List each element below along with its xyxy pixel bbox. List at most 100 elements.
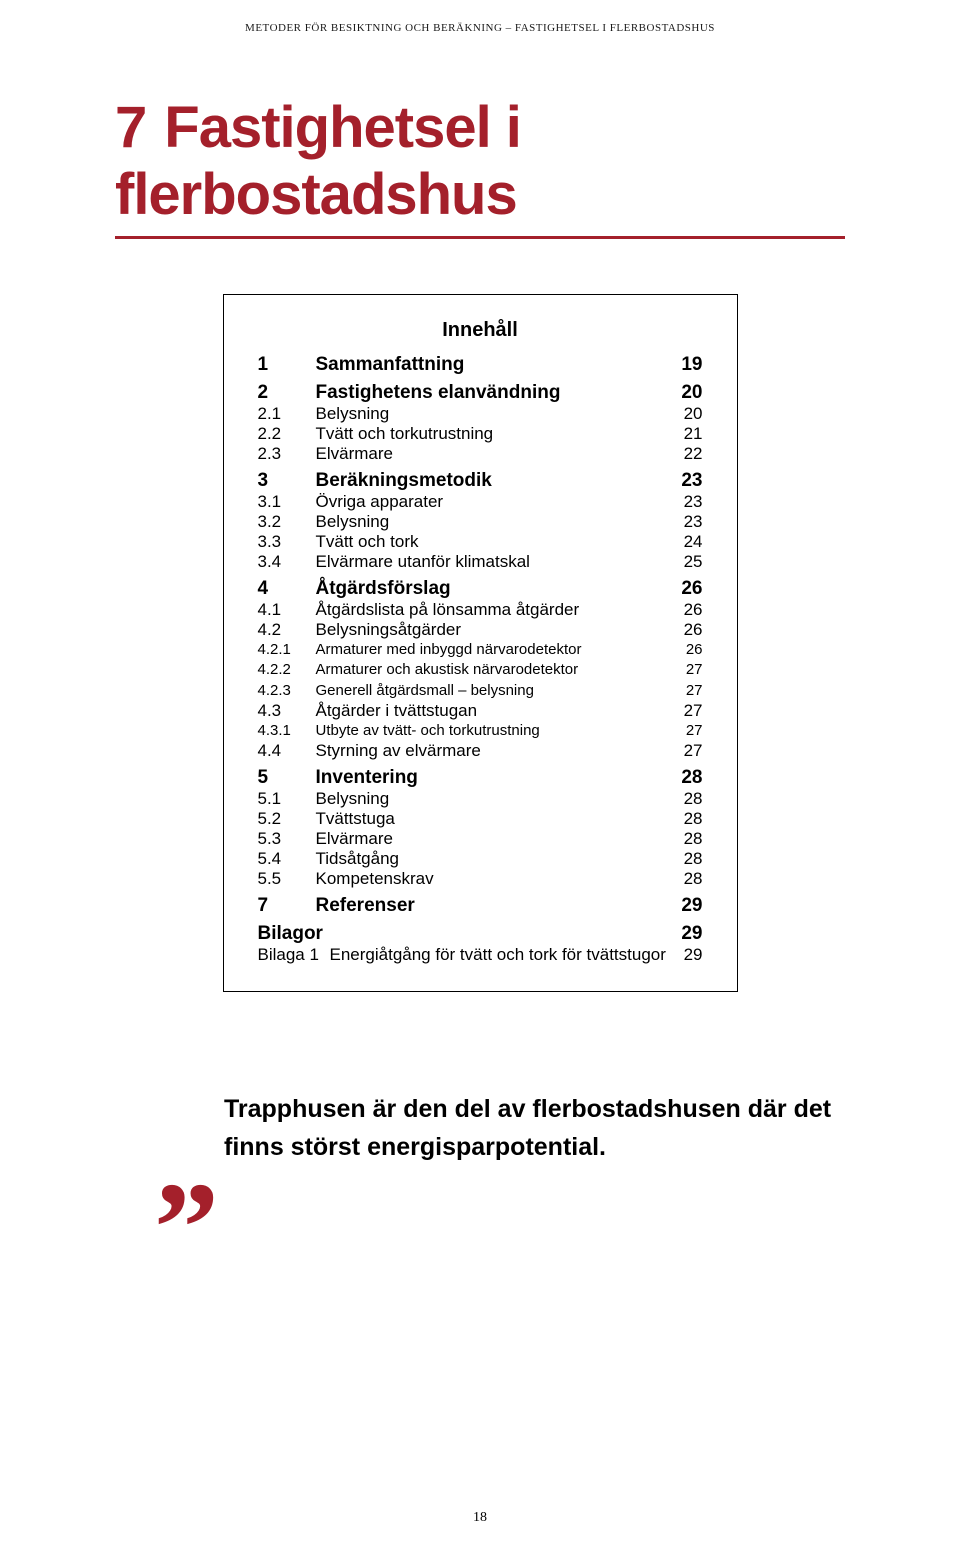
- toc-row: 4.1Åtgärdslista på lönsamma åtgärder26: [258, 600, 703, 620]
- toc-label: Övriga apparater: [316, 492, 684, 512]
- toc-page: 28: [684, 829, 703, 849]
- toc-num: 3.1: [258, 492, 316, 512]
- toc-label: Belysning: [316, 789, 684, 809]
- pull-quote-text: Trapphusen är den del av flerbostadshuse…: [224, 1087, 845, 1166]
- toc-label: Armaturer med inbyggd närvarodetektor: [316, 640, 686, 660]
- toc-page: 26: [684, 600, 703, 620]
- toc-num: 4.2.2: [258, 660, 316, 680]
- toc-page: 23: [684, 512, 703, 532]
- toc-row: 5.1Belysning28: [258, 789, 703, 809]
- toc-row: 2.1Belysning20: [258, 404, 703, 424]
- toc-label: Åtgärdsförslag: [316, 578, 682, 600]
- toc-num: 5: [258, 767, 316, 789]
- toc-label: Referenser: [316, 895, 682, 917]
- toc-label: Tvättstuga: [316, 809, 684, 829]
- toc-page: 28: [684, 789, 703, 809]
- toc-row: 5.5Kompetenskrav28: [258, 869, 703, 889]
- toc-row: 2.2Tvätt och torkutrustning21: [258, 424, 703, 444]
- toc-num: 4.3.1: [258, 721, 316, 741]
- toc-num: 2.2: [258, 424, 316, 444]
- toc-bilaga-list: Bilaga 1Energiåtgång för tvätt och tork …: [258, 945, 703, 965]
- toc-label: Belysning: [316, 404, 684, 424]
- toc-label: Generell åtgärdsmall – belysning: [316, 681, 686, 701]
- toc-page: 28: [681, 767, 702, 789]
- toc-num: 5.3: [258, 829, 316, 849]
- toc-page: 24: [684, 532, 703, 552]
- toc-label: Tvätt och tork: [316, 532, 684, 552]
- toc-page: 28: [684, 869, 703, 889]
- toc-page: 22: [684, 444, 703, 464]
- toc-bilagor-label: Bilagor: [258, 923, 682, 945]
- toc-box: Innehåll 1Sammanfattning192Fastighetens …: [223, 294, 738, 992]
- chapter-title-text: Fastighetsel i flerbostadshus: [115, 95, 521, 227]
- toc-num: 5.1: [258, 789, 316, 809]
- toc-bilaga-page: 29: [684, 945, 703, 965]
- toc-label: Åtgärder i tvättstugan: [316, 701, 684, 721]
- toc-page: 28: [684, 849, 703, 869]
- toc-label: Elvärmare: [316, 829, 684, 849]
- toc-num: 4.4: [258, 741, 316, 761]
- quote-marks-icon: „: [155, 1122, 202, 1200]
- toc-page: 27: [684, 741, 703, 761]
- toc-row: 4.3.1Utbyte av tvätt- och torkutrustning…: [258, 721, 703, 741]
- toc-row: 5.4Tidsåtgång28: [258, 849, 703, 869]
- toc-page: 19: [681, 354, 702, 376]
- toc-num: 2.3: [258, 444, 316, 464]
- toc-label: Tvätt och torkutrustning: [316, 424, 684, 444]
- toc-label: Belysning: [316, 512, 684, 532]
- chapter-number: 7: [115, 95, 146, 160]
- toc-label: Armaturer och akustisk närvarodetektor: [316, 660, 686, 680]
- toc-page: 27: [686, 660, 703, 680]
- toc-num: 4: [258, 578, 316, 600]
- toc-num: 2.1: [258, 404, 316, 424]
- pull-quote: „ Trapphusen är den del av flerbostadshu…: [115, 1087, 845, 1200]
- toc-label: Elvärmare utanför klimatskal: [316, 552, 684, 572]
- toc-page: 26: [684, 620, 703, 640]
- toc-row: 4.3Åtgärder i tvättstugan27: [258, 701, 703, 721]
- toc-row: 4.2.2Armaturer och akustisk närvarodetek…: [258, 660, 703, 680]
- toc-label: Tidsåtgång: [316, 849, 684, 869]
- toc-num: 3: [258, 470, 316, 492]
- toc-page: 23: [684, 492, 703, 512]
- toc-label: Belysningsåtgärder: [316, 620, 684, 640]
- toc-num: 5.2: [258, 809, 316, 829]
- toc-num: 4.2.3: [258, 681, 316, 701]
- toc-row: 3.2Belysning23: [258, 512, 703, 532]
- toc-page: 20: [684, 404, 703, 424]
- toc-page: 26: [681, 578, 702, 600]
- toc-row: 4.2.3Generell åtgärdsmall – belysning27: [258, 681, 703, 701]
- toc-num: 4.2: [258, 620, 316, 640]
- toc-label: Fastighetens elanvändning: [316, 382, 682, 404]
- toc-bilaga-num: Bilaga 1: [258, 945, 330, 965]
- toc-num: 5.4: [258, 849, 316, 869]
- toc-num: 3.3: [258, 532, 316, 552]
- toc-num: 4.2.1: [258, 640, 316, 660]
- toc-num: 5.5: [258, 869, 316, 889]
- toc-page: 27: [686, 681, 703, 701]
- toc-row: 5.3Elvärmare28: [258, 829, 703, 849]
- toc-bilagor-heading: Bilagor 29: [258, 923, 703, 945]
- toc-row: 2Fastighetens elanvändning20: [258, 382, 703, 404]
- toc-num: 1: [258, 354, 316, 376]
- toc-row: 7Referenser29: [258, 895, 703, 917]
- toc-page: 29: [681, 895, 702, 917]
- toc-label: Åtgärdslista på lönsamma åtgärder: [316, 600, 684, 620]
- toc-list: 1Sammanfattning19 2Fastighetens elanvändn…: [258, 354, 703, 917]
- toc-num: 7: [258, 895, 316, 917]
- toc-page: 27: [686, 721, 703, 741]
- toc-row: 2.3Elvärmare22: [258, 444, 703, 464]
- toc-page: 25: [684, 552, 703, 572]
- toc-label: Sammanfattning: [316, 354, 682, 376]
- toc-label: Styrning av elvärmare: [316, 741, 684, 761]
- toc-num: 3.4: [258, 552, 316, 572]
- toc-row: 4Åtgärdsförslag26: [258, 578, 703, 600]
- toc-page: 28: [684, 809, 703, 829]
- toc-page: 20: [681, 382, 702, 404]
- toc-label: Utbyte av tvätt- och torkutrustning: [316, 721, 686, 741]
- toc-page: 27: [684, 701, 703, 721]
- toc-num: 3.2: [258, 512, 316, 532]
- toc-row: 4.2Belysningsåtgärder26: [258, 620, 703, 640]
- toc-num: 2: [258, 382, 316, 404]
- running-head: METODER FÖR BESIKTNING OCH BERÄKNING – F…: [115, 22, 845, 34]
- toc-row: 3.4Elvärmare utanför klimatskal25: [258, 552, 703, 572]
